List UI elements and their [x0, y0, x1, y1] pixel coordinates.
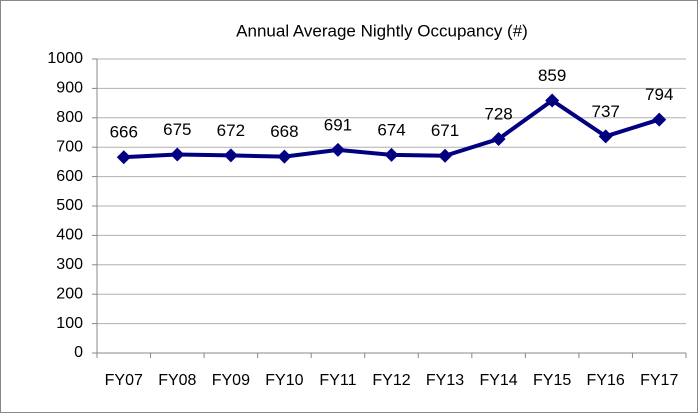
x-tick-label: FY16 — [587, 372, 625, 389]
y-tick-label: 900 — [56, 80, 83, 97]
y-tick-label: 300 — [56, 256, 83, 273]
y-tick-label: 500 — [56, 197, 83, 214]
x-tick-label: FY08 — [158, 372, 196, 389]
marker — [384, 147, 399, 162]
x-tick-label: FY10 — [265, 372, 303, 389]
marker — [116, 150, 131, 165]
data-label: 691 — [324, 115, 352, 134]
marker — [438, 148, 453, 163]
marker — [652, 112, 667, 127]
x-tick-label: FY12 — [372, 372, 410, 389]
y-tick-label: 600 — [56, 168, 83, 185]
y-tick-label: 700 — [56, 138, 83, 155]
x-tick-label: FY13 — [426, 372, 464, 389]
marker — [545, 93, 560, 108]
data-label: 859 — [538, 66, 566, 85]
y-tick-label: 800 — [56, 109, 83, 126]
marker — [223, 148, 238, 163]
y-tick-label: 400 — [56, 227, 83, 244]
data-label: 668 — [270, 122, 298, 141]
y-tick-label: 200 — [56, 285, 83, 302]
marker — [170, 147, 185, 162]
data-label: 674 — [377, 120, 405, 139]
data-label: 728 — [484, 104, 512, 123]
y-tick-label: 1000 — [47, 50, 83, 67]
marker — [330, 142, 345, 157]
x-tick-label: FY11 — [319, 372, 356, 389]
y-tick-label: 0 — [74, 344, 83, 361]
marker — [491, 131, 506, 146]
data-label: 794 — [645, 85, 673, 104]
x-tick-label: FY09 — [212, 372, 250, 389]
data-label: 666 — [110, 123, 138, 142]
x-tick-label: FY15 — [533, 372, 571, 389]
data-label: 675 — [163, 120, 191, 139]
x-tick-label: FY14 — [479, 372, 517, 389]
data-label: 671 — [431, 121, 459, 140]
marker — [277, 149, 292, 164]
marker — [598, 129, 613, 144]
data-label: 672 — [217, 121, 245, 140]
chart-title: Annual Average Nightly Occupancy (#) — [236, 21, 528, 40]
data-label: 737 — [591, 102, 619, 121]
y-tick-label: 100 — [56, 315, 83, 332]
x-tick-label: FY07 — [105, 372, 143, 389]
x-tick-label: FY17 — [640, 372, 678, 389]
